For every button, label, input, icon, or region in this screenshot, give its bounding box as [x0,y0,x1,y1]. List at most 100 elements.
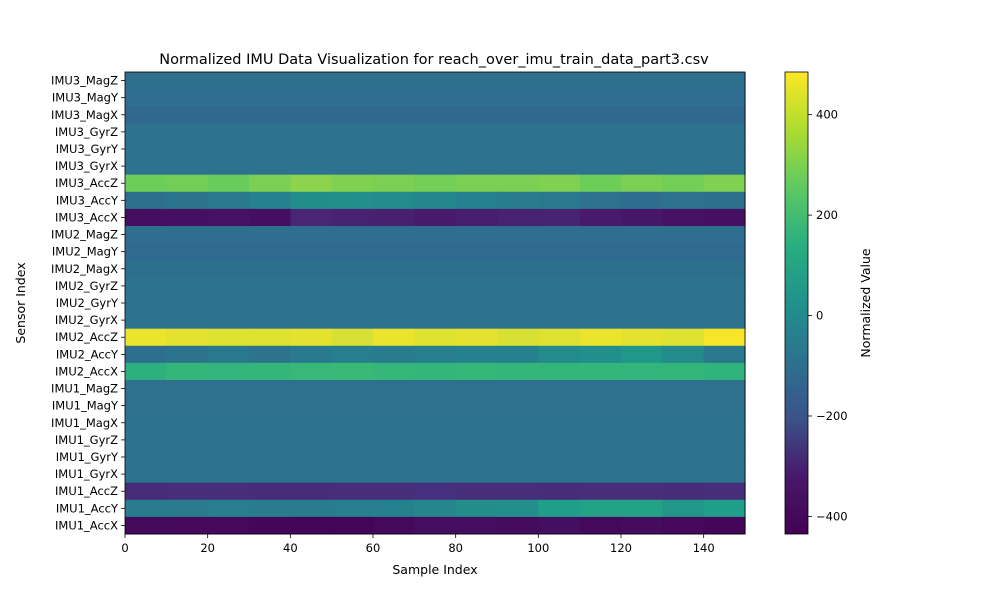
heatmap-cell [497,328,539,347]
heatmap-cell [290,243,333,261]
heatmap-cell [497,123,539,141]
heatmap-cell [373,226,415,244]
heatmap-cell [538,277,581,295]
heatmap-cell [249,208,291,227]
heatmap-cell [538,362,581,381]
heatmap-cell [579,260,622,278]
heatmap-cell [414,277,457,295]
heatmap-cell [621,140,663,158]
heatmap-cell [125,89,167,107]
x-tick-label: 140 [693,541,715,555]
heatmap-cell [497,482,539,501]
heatmap-cell [414,226,457,244]
heatmap-cell [249,106,291,124]
heatmap-cell [497,72,539,90]
y-tick-label: IMU2_GyrY [56,296,119,310]
heatmap-cell [331,448,374,466]
heatmap-cell [373,89,415,107]
heatmap-cell [331,226,374,244]
heatmap-cell [125,499,167,518]
heatmap-cell [290,414,333,432]
heatmap-cell [703,294,746,312]
heatmap-cell [331,72,374,90]
heatmap-cell [249,482,291,501]
heatmap-cell [207,191,250,210]
heatmap-cell [703,123,746,141]
heatmap-cell [497,106,539,124]
heatmap-cell [621,345,663,364]
heatmap-cell [662,362,705,381]
colorbar [784,71,809,535]
colorbar-tick-label: 0 [816,309,823,323]
heatmap-cell [290,106,333,124]
heatmap-cell [621,208,663,227]
heatmap-cell [579,516,622,535]
heatmap-cell [414,516,457,535]
heatmap-cell [373,277,415,295]
heatmap-cell [662,345,705,364]
heatmap-cell [538,191,581,210]
heatmap-cell [414,345,457,364]
heatmap-cell [373,72,415,90]
y-tick-label: IMU3_GyrZ [55,125,118,139]
heatmap-cell [455,499,498,518]
heatmap-cell [579,482,622,501]
heatmap-cell [331,106,374,124]
heatmap-cell [373,123,415,141]
heatmap-cell [455,260,498,278]
y-tick-label: IMU2_MagY [52,245,119,259]
heatmap-cell [497,174,539,193]
heatmap-cell [497,465,539,484]
heatmap-cell [290,448,333,466]
heatmap-cell [249,140,291,158]
heatmap-cell [579,380,622,398]
heatmap-cell [414,157,457,176]
heatmap-cell [414,260,457,278]
heatmap-cell [290,157,333,176]
heatmap-cell [166,89,209,107]
heatmap-cell [373,106,415,124]
heatmap-cell [455,328,498,347]
heatmap-cell [166,516,209,535]
heatmap-cell [497,208,539,227]
heatmap-cell [621,499,663,518]
heatmap-cell [497,516,539,535]
heatmap-cell [662,191,705,210]
colorbar-ticks: 400 200 0 −200 −400 [808,108,848,523]
heatmap-cell [662,482,705,501]
heatmap-cell [249,448,291,466]
heatmap-cell [538,397,581,415]
heatmap-cell [579,294,622,312]
heatmap-cell [125,191,167,210]
heatmap-cell [331,516,374,535]
heatmap-cell [538,260,581,278]
heatmap-cell [621,191,663,210]
heatmap-cell [290,72,333,90]
heatmap-cell [290,328,333,347]
heatmap-cell [497,89,539,107]
heatmap-cell [538,482,581,501]
heatmap-cell [662,448,705,466]
x-tick-label: 20 [200,541,215,555]
heatmap-cell [207,448,250,466]
heatmap-cell [249,465,291,484]
heatmap-cell [125,208,167,227]
heatmap-cell [579,414,622,432]
heatmap-cell [166,482,209,501]
heatmap-cell [662,140,705,158]
heatmap-cell [373,482,415,501]
heatmap-cell [497,157,539,176]
heatmap-cell [373,191,415,210]
heatmap-cell [207,465,250,484]
heatmap-cell [166,277,209,295]
heatmap-cell [125,294,167,312]
heatmap-cell [166,499,209,518]
heatmap-cell [621,311,663,330]
heatmap-cell [538,345,581,364]
y-tick-label: IMU2_GyrZ [55,279,118,293]
heatmap-cell [249,191,291,210]
heatmap-cell [207,414,250,432]
heatmap-cell [703,157,746,176]
heatmap-cell [579,191,622,210]
heatmap-cell [290,140,333,158]
